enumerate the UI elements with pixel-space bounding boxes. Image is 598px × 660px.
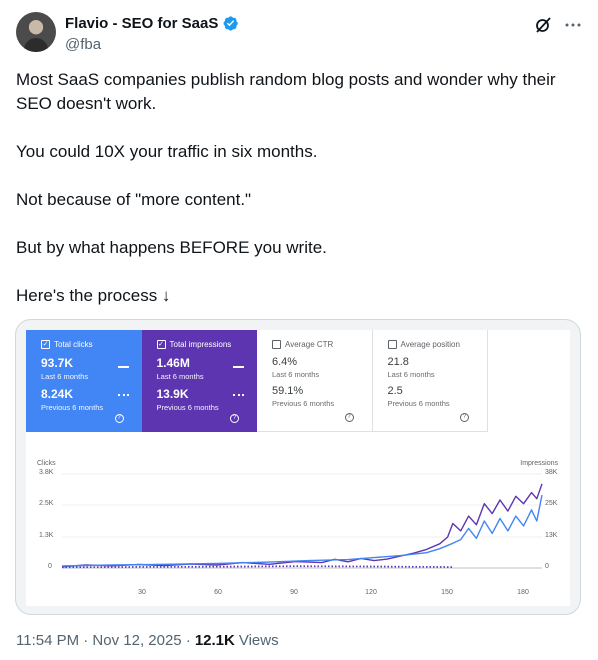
y-tick-left: 1.3K: [39, 532, 54, 539]
y-tick-left: 3.8K: [39, 469, 54, 476]
solid-line-legend-icon: [117, 366, 129, 368]
series-line-3: [61, 565, 453, 569]
tweet-paragraph: Most SaaS companies publish random blog …: [16, 70, 556, 113]
metric-label: Total clicks: [54, 340, 93, 349]
metric-label: Average CTR: [285, 340, 334, 349]
metric-card-position: Average position 21.8 Last 6 months 2.5 …: [372, 330, 488, 432]
metric-value-period: Last 6 months: [387, 370, 435, 379]
metric-card-impressions: ✓ Total impressions 1.46M Last 6 months 1…: [141, 330, 257, 432]
tweet-text: Most SaaS companies publish random blog …: [16, 68, 582, 332]
solid-line-legend-icon: [233, 366, 244, 368]
tweet-actions-top: [534, 16, 582, 34]
views-count: 12.1K: [194, 632, 235, 649]
metric-card-ctr: Average CTR 6.4% Last 6 months 59.1% Pre…: [257, 330, 373, 432]
author-name-row: Flavio - SEO for SaaS: [65, 15, 239, 32]
chart-plot-area: [61, 473, 543, 569]
checkbox-checked-icon: ✓: [41, 340, 50, 349]
tweet-paragraph: You could 10X your traffic in six months…: [16, 142, 318, 161]
checkbox-unchecked-icon: [272, 340, 281, 349]
metric-value: 6.4%: [272, 356, 298, 368]
help-icon: ?: [230, 414, 239, 423]
help-icon: ?: [344, 413, 354, 422]
metric-prev-value: 13.9K: [156, 387, 189, 401]
tweet-media-image[interactable]: ✓ Total clicks 93.7K Last 6 months 8.24K …: [15, 319, 581, 615]
y-tick-right: 38K: [545, 469, 558, 476]
dotted-line-legend-icon: [117, 394, 129, 396]
metric-label: Total impressions: [169, 340, 232, 349]
metric-prev-value: 2.5: [387, 385, 403, 397]
metric-prev-period: Previous 6 months: [41, 403, 104, 412]
tweet-timestamp[interactable]: 11:54 PM · Nov 12, 2025 ·: [16, 632, 191, 649]
checkbox-unchecked-icon: [387, 340, 397, 349]
tweet-paragraph: Here's the process ↓: [16, 286, 171, 305]
views-label: Views: [238, 632, 279, 649]
y-tick-right: 0: [545, 563, 549, 570]
search-console-panel: ✓ Total clicks 93.7K Last 6 months 8.24K …: [26, 330, 570, 606]
checkbox-checked-icon: ✓: [156, 340, 166, 349]
metric-value: 1.46M: [156, 356, 190, 370]
metric-value-period: Last 6 months: [272, 370, 320, 379]
x-tick: 60: [214, 589, 222, 596]
metric-card-clicks: ✓ Total clicks 93.7K Last 6 months 8.24K …: [26, 330, 142, 432]
x-tick: 120: [365, 589, 377, 596]
author-display-name[interactable]: Flavio - SEO for SaaS: [65, 15, 219, 32]
dotted-line-legend-icon: [233, 394, 244, 396]
y-axis-right-title: Impressions: [520, 460, 558, 467]
metric-value-period: Last 6 months: [156, 372, 204, 381]
metric-prev-value: 59.1%: [272, 385, 304, 397]
tweet-paragraph: But by what happens BEFORE you write.: [16, 238, 327, 257]
metric-prev-period: Previous 6 months: [272, 399, 335, 408]
series-line-2: [61, 565, 453, 569]
performance-chart: Clicks Impressions 3.8K 2.5K 1.3K 0 38K …: [26, 448, 570, 606]
grok-icon[interactable]: [534, 16, 552, 34]
tweet-footer: 11:54 PM · Nov 12, 2025 · 12.1K Views: [16, 632, 279, 649]
author-handle[interactable]: @fba: [65, 36, 102, 53]
help-icon: ?: [114, 414, 124, 423]
y-tick-right: 25K: [545, 500, 558, 507]
metric-cards: ✓ Total clicks 93.7K Last 6 months 8.24K …: [26, 330, 488, 432]
metric-label: Average position: [400, 340, 460, 349]
series-line-0: [61, 483, 543, 568]
metric-value-period: Last 6 months: [41, 372, 89, 381]
help-icon: ?: [460, 413, 469, 422]
y-axis-left-title: Clicks: [37, 460, 56, 467]
tweet-paragraph: Not because of "more content.": [16, 190, 252, 209]
series-line-1: [61, 494, 543, 567]
tweet-header: Flavio - SEO for SaaS @fba: [16, 12, 582, 56]
x-tick: 150: [441, 589, 453, 596]
y-tick-left: 2.5K: [39, 500, 54, 507]
avatar[interactable]: [16, 12, 56, 52]
x-tick: 30: [138, 589, 146, 596]
metric-prev-period: Previous 6 months: [387, 399, 450, 408]
metric-prev-period: Previous 6 months: [156, 403, 219, 412]
y-tick-right: 13K: [545, 532, 558, 539]
metric-value: 93.7K: [41, 356, 74, 370]
more-icon[interactable]: [564, 16, 582, 34]
verified-badge-icon: [223, 16, 239, 31]
x-tick: 180: [517, 589, 529, 596]
metric-value: 21.8: [387, 356, 409, 368]
y-tick-left: 0: [48, 563, 52, 570]
metric-prev-value: 8.24K: [41, 387, 74, 401]
x-tick: 90: [290, 589, 298, 596]
